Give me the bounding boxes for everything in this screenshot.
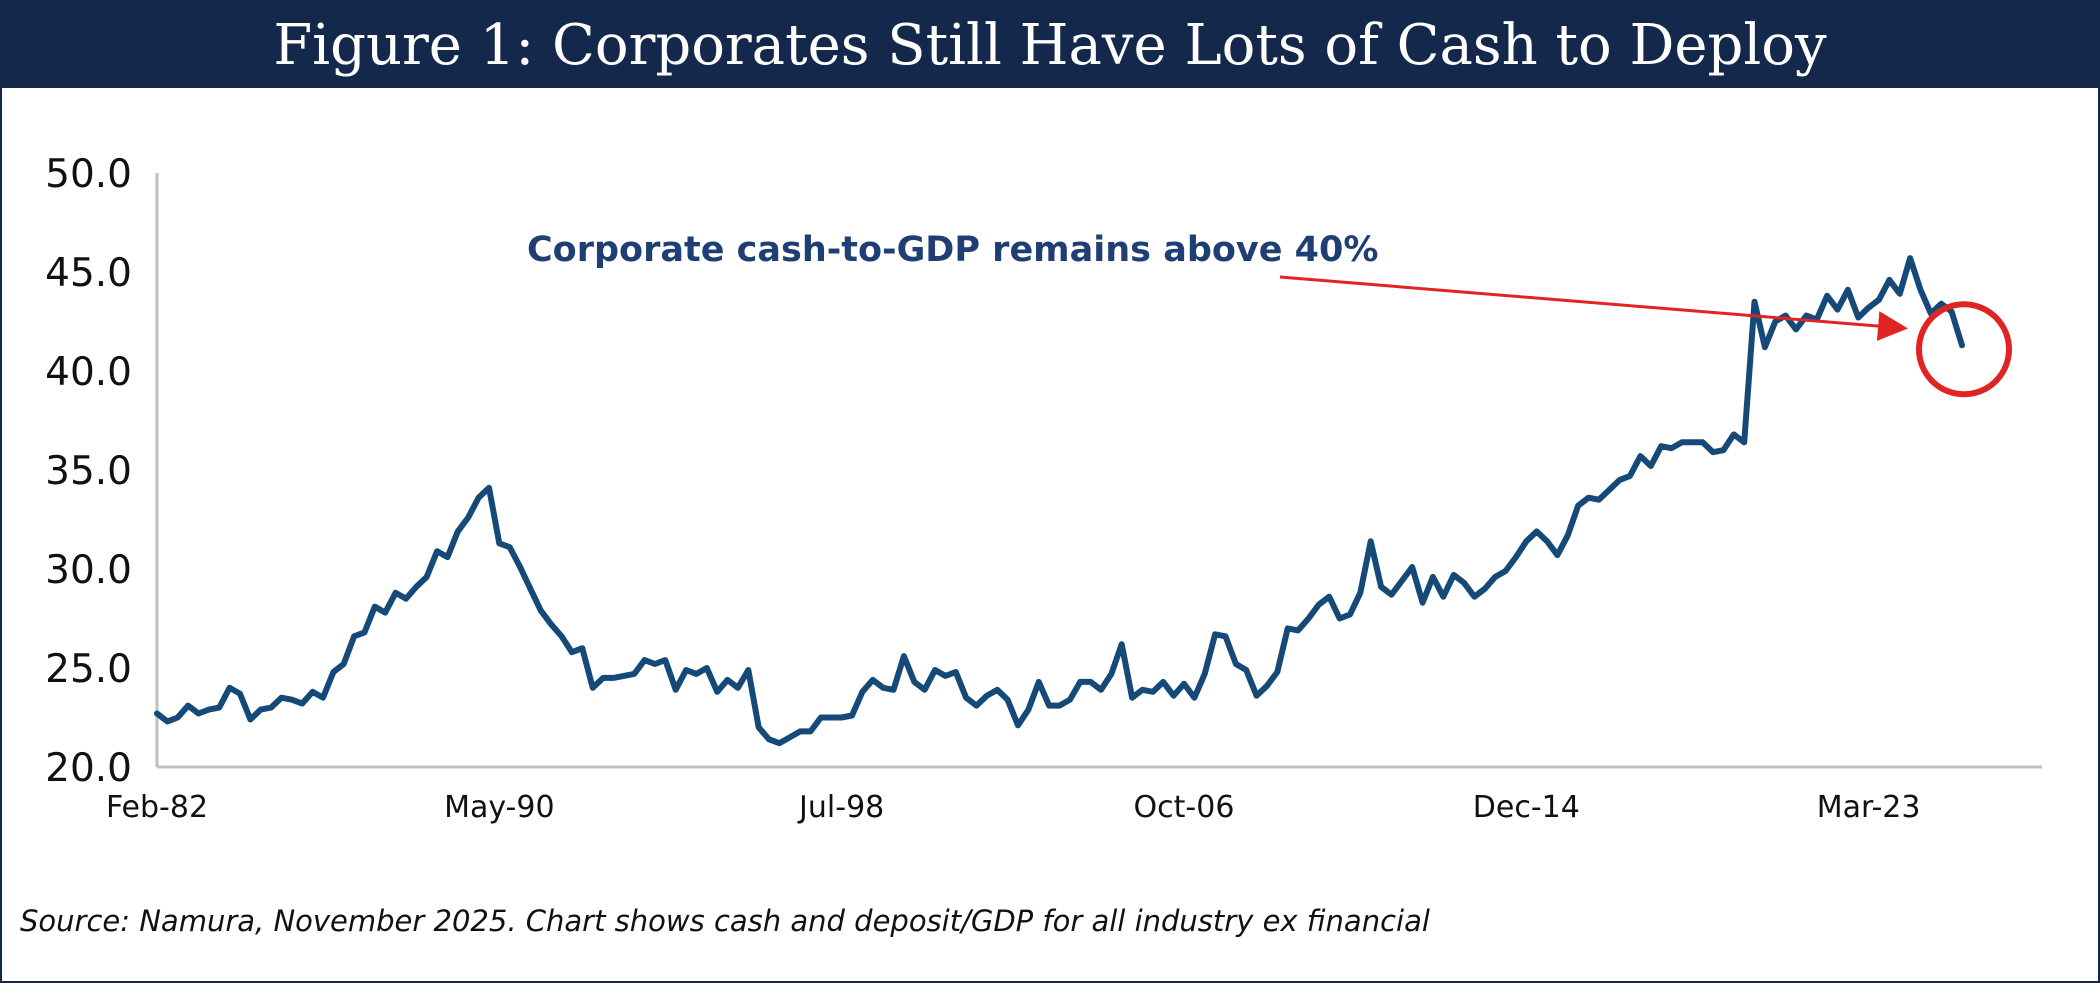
x-tick-label: Dec-14 [1473, 790, 1580, 825]
y-tick-label: 35.0 [45, 449, 132, 494]
y-tick-label: 50.0 [45, 152, 132, 197]
x-tick-label: Jul-98 [797, 790, 884, 825]
figure-title: Figure 1: Corporates Still Have Lots of … [273, 12, 1827, 78]
y-tick-label: 40.0 [45, 350, 132, 395]
x-tick-label: Mar-23 [1817, 790, 1921, 825]
x-tick-label: Oct-06 [1134, 790, 1235, 825]
annotation-arrow [1279, 275, 1908, 341]
x-tick-label: Feb-82 [106, 790, 208, 825]
source-note: Source: Namura, November 2025. Chart sho… [20, 904, 1430, 938]
annotation-text: Corporate cash-to-GDP remains above 40% [527, 230, 1378, 270]
highlight-circle [1916, 301, 2012, 398]
y-tick-label: 30.0 [45, 548, 132, 593]
title-banner: Figure 1: Corporates Still Have Lots of … [2, 2, 2098, 88]
x-tick-label: May-90 [444, 790, 555, 825]
series-line [154, 255, 1965, 747]
y-tick-label: 25.0 [45, 647, 132, 692]
y-tick-label: 45.0 [45, 251, 132, 296]
y-tick-label: 20.0 [45, 746, 132, 791]
